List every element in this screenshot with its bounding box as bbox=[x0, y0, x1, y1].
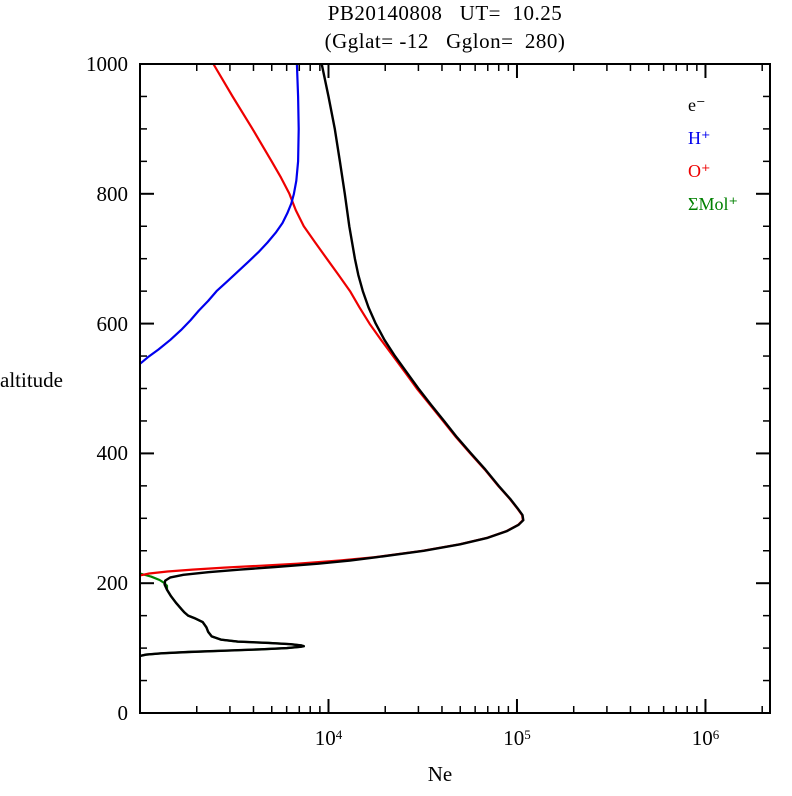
x-tick-base: 10 bbox=[503, 726, 525, 750]
x-tick-label-1e6: 106 bbox=[670, 722, 740, 751]
y-tick-label-400: 400 bbox=[96, 441, 129, 466]
plot-frame bbox=[139, 63, 771, 714]
chart-title-line2: (Gglat= -12 Gglon= 280) bbox=[324, 29, 566, 53]
x-tick-label-1e4: 104 bbox=[293, 722, 363, 751]
x-tick-exponent: 4 bbox=[335, 727, 343, 742]
y-tick-label-1000: 1000 bbox=[86, 52, 128, 76]
legend-item-electrons: e⁻ bbox=[688, 95, 706, 115]
y-tick-label-600: 600 bbox=[96, 311, 129, 336]
legend-item-mol-plus: ΣMol⁺ bbox=[688, 194, 738, 214]
y-axis-label: altitude bbox=[0, 368, 63, 392]
x-axis-label: Ne bbox=[427, 762, 453, 786]
series-o-plus-curve bbox=[139, 63, 525, 577]
y-tick-label-800: 800 bbox=[96, 181, 129, 206]
chart-title-line1: PB20140808 UT= 10.25 bbox=[327, 1, 563, 25]
legend-item-o-plus: O⁺ bbox=[688, 161, 711, 181]
y-tick-label-0: 0 bbox=[117, 701, 129, 725]
x-tick-exponent: 6 bbox=[712, 727, 720, 742]
x-tick-exponent: 5 bbox=[524, 727, 531, 742]
legend-item-h-plus: H⁺ bbox=[688, 128, 711, 148]
x-tick-base: 10 bbox=[691, 726, 713, 750]
series-electrons-curve bbox=[139, 63, 525, 658]
y-tick-label-200: 200 bbox=[96, 571, 129, 596]
x-tick-base: 10 bbox=[314, 726, 336, 750]
series-h-plus-curve bbox=[139, 63, 300, 365]
x-tick-label-1e5: 105 bbox=[482, 722, 552, 751]
